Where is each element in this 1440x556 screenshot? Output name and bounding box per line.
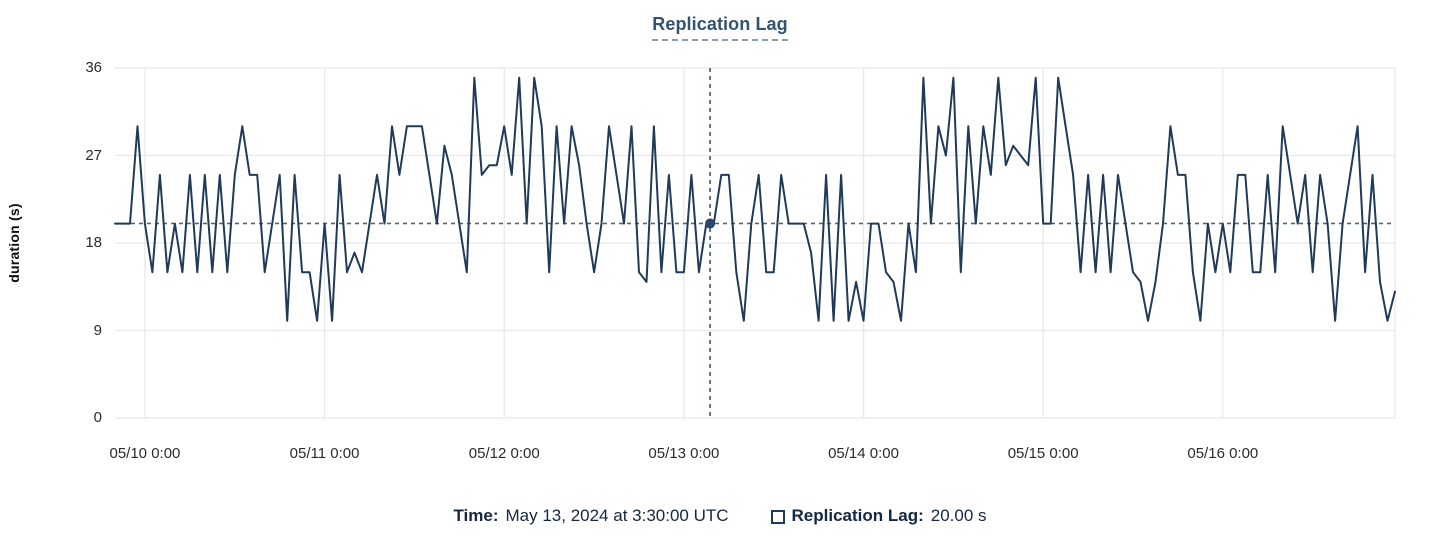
y-tick-label: 18: [85, 234, 102, 251]
y-tick-label: 9: [93, 321, 102, 339]
x-tick-label: 05/12 0:00: [468, 445, 540, 462]
replication-lag-chart[interactable]: [0, 0, 1440, 500]
series-swatch-icon: [770, 510, 785, 524]
legend-item-replication-lag[interactable]: Replication Lag: [652, 14, 788, 41]
y-tick-label: 36: [85, 59, 102, 76]
replication-lag-series-line: [114, 76, 1396, 322]
time-value: May 13, 2024 at 3:30:00 UTC: [505, 506, 729, 525]
time-label: Time:: [453, 506, 499, 525]
series-label: Replication Lag:: [791, 506, 924, 525]
x-tick-label: 05/14 0:00: [828, 445, 899, 462]
x-tick-label: 05/11 0:00: [289, 445, 360, 462]
series-value: 20.00 s: [930, 506, 987, 525]
hover-readout: Time: May 13, 2024 at 3:30:00 UTC Replic…: [0, 506, 1440, 526]
x-tick-label: 05/10 0:00: [109, 445, 181, 462]
crosshair-dot: [705, 218, 716, 229]
y-tick-label: 0: [93, 409, 102, 426]
x-tick-label: 05/15 0:00: [1007, 445, 1079, 462]
x-tick-label: 05/16 0:00: [1187, 445, 1259, 462]
x-tick-label: 05/13 0:00: [648, 445, 720, 462]
y-tick-label: 27: [85, 146, 102, 164]
chart-header: Replication Lag: [0, 14, 1440, 41]
